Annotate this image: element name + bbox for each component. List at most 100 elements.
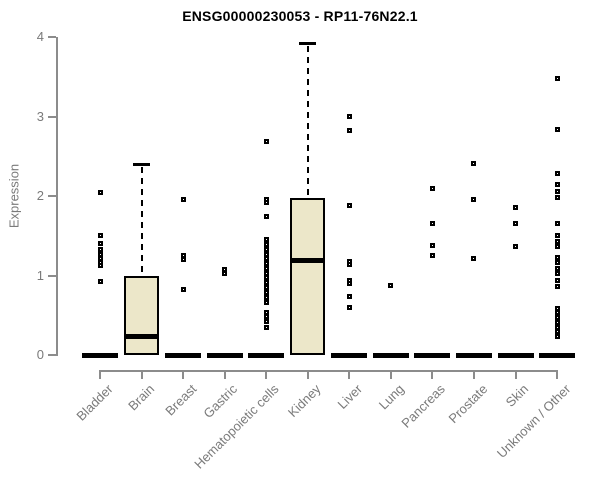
zero-bar-hematopoietic-cells [248,352,285,358]
x-axis-tick [140,372,143,379]
x-tick-label-liver: Liver [334,381,366,412]
data-point [554,220,560,226]
data-point [554,315,560,321]
data-point [429,186,435,192]
data-point [346,294,352,300]
data-point [346,280,352,286]
data-point [513,221,518,227]
x-tick-label-breast: Breast [161,381,200,419]
data-point [263,314,269,320]
whisker-kidney [306,46,309,198]
data-point [554,126,560,132]
whisker-brain [140,167,143,276]
y-tick-label: 2 [36,188,44,203]
x-axis-tick [182,372,185,379]
x-tick-label-kidney: Kidney [284,381,324,421]
x-axis-tick [306,372,309,379]
data-point [263,261,269,267]
data-point [554,324,560,330]
zero-bar-skin [497,352,534,358]
data-point [388,282,394,288]
data-point [263,251,269,257]
data-point [554,329,560,335]
data-point [554,188,560,194]
median-kidney [290,257,326,263]
zero-bar-pancreas [414,352,451,358]
data-point [554,75,560,81]
data-point [346,203,352,209]
median-brain [124,334,160,340]
x-tick-label-bladder: Bladder [73,381,116,424]
y-axis-tick [48,195,56,197]
zero-bar-breast [165,352,202,358]
data-point [263,275,269,281]
data-point [263,284,269,290]
chart-title: ENSG00000230053 - RP11-76N22.1 [182,8,418,24]
data-point [554,277,560,283]
data-point [97,246,103,252]
x-tick-label-skin: Skin [502,381,532,410]
y-tick-label: 4 [36,29,44,44]
data-point [554,319,560,325]
data-point [263,319,269,325]
y-tick-label: 1 [36,267,44,283]
data-point [471,256,477,262]
x-axis-tick [348,372,351,379]
x-axis-tick [514,372,517,379]
data-point [346,128,352,134]
x-tick-label-prostate: Prostate [445,381,490,427]
y-axis-tick [48,115,56,118]
box-kidney [290,197,326,355]
data-point [263,139,269,145]
data-point [222,271,228,277]
whisker-cap-brain [133,162,151,166]
data-point [346,304,352,310]
zero-bar-unknown-other [539,352,576,358]
data-point [554,265,560,271]
zero-bar-liver [331,352,368,358]
data-point [554,233,560,239]
data-point [263,270,269,276]
x-axis-tick [265,372,268,379]
data-point [554,238,560,244]
data-point [263,199,269,205]
data-point [554,171,560,177]
data-point [97,262,103,268]
data-point [180,196,186,202]
x-axis-line [99,370,559,372]
data-point [263,237,269,243]
data-point [554,182,560,188]
x-tick-label-hematopoietic-cells: Hematopoietic cells [191,381,283,472]
x-axis-tick [431,372,434,379]
x-tick-label-gastric: Gastric [200,381,241,422]
data-point [554,305,560,311]
data-point [513,244,518,250]
x-axis-tick [223,372,226,379]
data-point [263,265,269,271]
data-point [263,300,269,306]
data-point [554,284,560,290]
y-axis-line [56,37,58,356]
zero-bar-prostate [455,352,492,358]
data-point [263,246,269,252]
data-point [222,266,228,272]
data-point [180,257,186,263]
y-axis-tick [48,274,56,277]
data-point [346,261,352,267]
data-point [263,289,269,295]
box-brain [124,275,160,355]
data-point [263,295,269,301]
x-axis-tick [556,372,559,379]
data-point [263,324,269,330]
data-point [471,160,477,166]
data-point [554,254,560,260]
data-point [554,270,560,276]
data-point [180,286,186,292]
zero-bar-lung [372,352,409,358]
y-tick-label: 0 [36,347,44,362]
data-point [346,114,352,119]
data-point [471,196,477,202]
data-point [263,214,269,220]
